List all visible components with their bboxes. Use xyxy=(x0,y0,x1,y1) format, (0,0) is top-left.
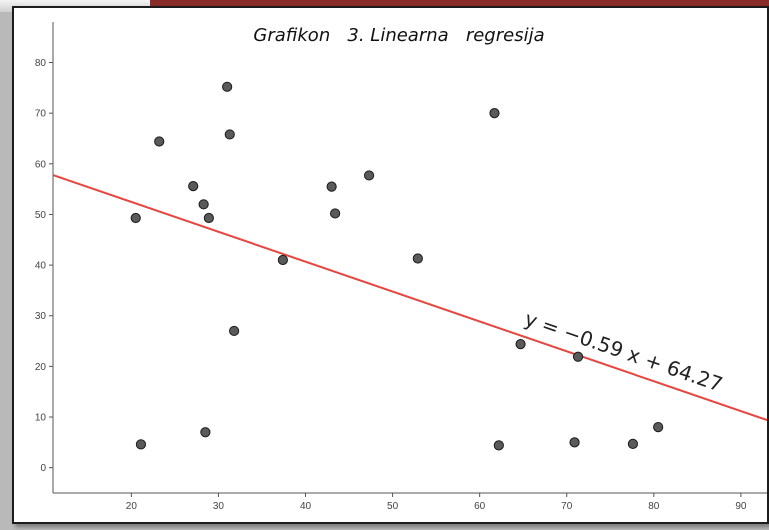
regression-line-layer xyxy=(52,174,767,422)
data-point xyxy=(493,440,504,451)
y-tick-label: 50 xyxy=(35,210,47,221)
x-tick-label: 90 xyxy=(735,501,747,512)
chart-card: Grafikon 3. Linearna regresija 0 10 20 30 40… xyxy=(12,6,769,524)
x-tick-label: 40 xyxy=(300,501,312,512)
data-point xyxy=(330,208,341,219)
data-point xyxy=(200,427,211,438)
points-layer xyxy=(130,81,664,451)
regression-chart: Grafikon 3. Linearna regresija 0 10 20 30 40… xyxy=(35,22,767,512)
y-tick-label: 10 xyxy=(35,413,47,424)
y-tick-label: 20 xyxy=(35,362,47,373)
data-point xyxy=(135,439,147,450)
y-tick-label: 70 xyxy=(35,109,47,120)
data-point xyxy=(569,437,580,448)
regression-equation-label: y = −0.59 x + 64.27 xyxy=(522,306,726,396)
y-tick-label: 80 xyxy=(35,58,47,69)
data-point xyxy=(653,422,664,433)
x-tick-label: 20 xyxy=(126,501,138,512)
axes: 0 10 20 30 40 50 60 70 80 20 30 40 50 60 70 80 90 xyxy=(35,22,767,512)
x-tick-label: 30 xyxy=(213,501,225,512)
data-point xyxy=(222,81,233,92)
data-point xyxy=(224,129,235,140)
x-tick-label: 70 xyxy=(561,501,573,512)
chart-title: Grafikon 3. Linearna regresija xyxy=(253,25,544,46)
x-tick-label: 50 xyxy=(387,501,399,512)
data-point xyxy=(326,181,337,192)
regression-line xyxy=(52,174,767,422)
data-point xyxy=(489,108,500,119)
y-tick-label: 60 xyxy=(35,159,47,170)
data-point xyxy=(627,438,639,449)
data-point xyxy=(412,253,423,264)
data-point xyxy=(154,136,165,147)
data-point xyxy=(188,180,199,192)
data-point xyxy=(572,351,584,362)
data-point xyxy=(130,212,141,224)
y-tick-label: 0 xyxy=(40,463,46,474)
y-tick-label: 30 xyxy=(35,311,47,322)
x-tick-label: 80 xyxy=(648,501,660,512)
data-point xyxy=(363,170,375,181)
data-point xyxy=(229,325,240,337)
data-point xyxy=(198,199,209,210)
data-point xyxy=(515,339,526,350)
data-point xyxy=(277,254,288,266)
data-point xyxy=(203,212,214,224)
y-tick-label: 40 xyxy=(35,261,47,272)
x-tick-label: 60 xyxy=(474,501,486,512)
